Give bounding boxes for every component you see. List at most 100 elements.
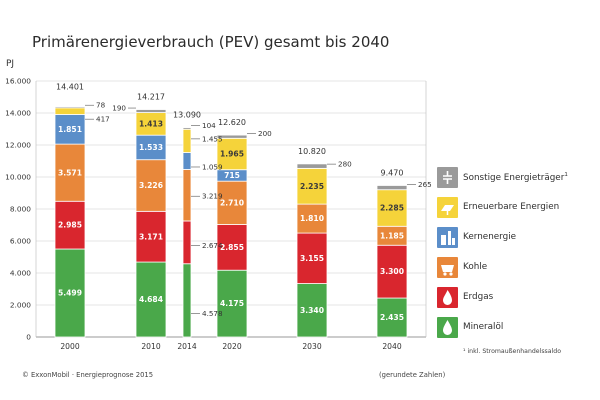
data-label: 1.965 bbox=[220, 150, 244, 159]
total-label: 10.820 bbox=[298, 147, 326, 156]
legend-label: Mineralöl bbox=[463, 322, 504, 332]
bar-segment bbox=[54, 248, 86, 338]
outside-label: 280 bbox=[338, 160, 352, 169]
power-plant-icon bbox=[437, 227, 458, 248]
data-label: 715 bbox=[224, 171, 240, 180]
plug-icon bbox=[437, 167, 458, 188]
data-label: 3.571 bbox=[58, 168, 82, 177]
y-tick-label: 6.000 bbox=[10, 237, 31, 246]
bar-segment bbox=[376, 297, 408, 338]
data-label: 2.285 bbox=[380, 204, 404, 213]
x-tick-label: 2040 bbox=[382, 342, 401, 351]
legend-item-erdgas: Erdgas bbox=[437, 287, 600, 309]
x-tick-label: 2020 bbox=[222, 342, 241, 351]
outside-label: 1.455 bbox=[202, 134, 223, 143]
chart-title: Primärenergieverbrauch (PEV) gesamt bis … bbox=[32, 33, 390, 51]
bar-segment bbox=[182, 263, 192, 338]
y-tick-label: 12.000 bbox=[5, 141, 31, 150]
outside-label: 200 bbox=[258, 129, 272, 138]
outside-label: 3.219 bbox=[202, 192, 223, 201]
bar-segment bbox=[216, 269, 248, 338]
y-tick-label: 0 bbox=[26, 333, 31, 342]
legend-item-erneuerbare: Erneuerbare Energien bbox=[437, 197, 600, 219]
bar-segment bbox=[182, 128, 192, 153]
y-tick-label: 10.000 bbox=[5, 173, 31, 182]
bar-segment bbox=[376, 185, 408, 191]
bar-segment bbox=[135, 109, 167, 113]
y-axis-unit: PJ bbox=[6, 59, 15, 69]
data-label: 5.499 bbox=[58, 289, 82, 298]
y-tick-label: 14.000 bbox=[5, 109, 31, 118]
data-label: 3.155 bbox=[300, 254, 324, 263]
y-tick-label: 8.000 bbox=[10, 205, 31, 214]
data-label: 2.235 bbox=[300, 182, 324, 191]
copyright-note: © ExxonMobil · Energieprognose 2015 bbox=[22, 371, 154, 379]
bar-segment bbox=[135, 159, 167, 212]
data-label: 3.171 bbox=[139, 232, 163, 241]
data-label: 2.855 bbox=[220, 243, 244, 252]
outside-label: 265 bbox=[418, 180, 432, 189]
bar-segment bbox=[182, 152, 192, 170]
legend-label: Erneuerbare Energien bbox=[463, 202, 560, 212]
x-tick-label: 2000 bbox=[60, 342, 79, 351]
legend-item-mineraloel: Mineralöl bbox=[437, 317, 600, 339]
outside-label: 78 bbox=[96, 101, 106, 110]
bar-segment bbox=[182, 127, 192, 130]
legend-label: Erdgas bbox=[463, 292, 494, 302]
coal-cart-icon bbox=[437, 257, 458, 278]
outside-label: 104 bbox=[202, 121, 216, 130]
legend-item-kohle: Kohle bbox=[437, 257, 600, 279]
outside-label: 1.059 bbox=[202, 162, 223, 171]
y-tick-label: 4.000 bbox=[10, 269, 31, 278]
outside-label: 190 bbox=[112, 104, 126, 113]
oil-drop-icon bbox=[437, 317, 458, 338]
bar-segment bbox=[376, 189, 408, 227]
data-label: 3.340 bbox=[300, 306, 324, 315]
data-label: 1.810 bbox=[300, 214, 324, 223]
outside-label: 417 bbox=[96, 115, 110, 124]
outside-label: 2.674 bbox=[202, 241, 223, 250]
data-label: 4.684 bbox=[139, 295, 163, 304]
y-tick-label: 16.000 bbox=[5, 77, 31, 86]
footnote: ¹ inkl. Stromaußenhandelssaldo bbox=[463, 348, 561, 355]
x-tick-label: 2010 bbox=[141, 342, 160, 351]
bar-segment bbox=[54, 143, 86, 202]
data-label: 3.300 bbox=[380, 267, 404, 276]
rounding-note: (gerundete Zahlen) bbox=[379, 371, 446, 379]
bar-segment bbox=[135, 261, 167, 338]
data-label: 1.851 bbox=[58, 125, 82, 134]
total-label: 9.470 bbox=[381, 168, 404, 177]
bar-segment bbox=[182, 169, 192, 222]
flame-icon bbox=[437, 287, 458, 308]
data-label: 4.175 bbox=[220, 299, 244, 308]
bar-segment bbox=[54, 200, 86, 250]
bar-segment bbox=[296, 232, 328, 284]
outside-label: 4.578 bbox=[202, 309, 223, 318]
bar-segment bbox=[54, 114, 86, 145]
legend-item-kern: Kernenergie bbox=[437, 227, 600, 249]
data-label: 1.185 bbox=[380, 231, 404, 240]
bar-segment bbox=[182, 220, 192, 265]
data-label: 3.226 bbox=[139, 181, 163, 190]
y-tick-label: 2.000 bbox=[10, 301, 31, 310]
total-label: 13.090 bbox=[173, 111, 201, 120]
legend-label: Kernenergie bbox=[463, 232, 517, 242]
bar-segment bbox=[216, 180, 248, 225]
solar-panel-icon bbox=[437, 197, 458, 218]
x-tick-label: 2014 bbox=[177, 342, 196, 351]
total-label: 14.401 bbox=[56, 83, 84, 92]
total-label: 14.217 bbox=[137, 93, 165, 102]
legend-label: Kohle bbox=[463, 262, 488, 272]
x-tick-label: 2030 bbox=[302, 342, 321, 351]
bar-segment bbox=[376, 244, 408, 299]
bar-segment bbox=[135, 134, 167, 161]
bar-segment bbox=[216, 134, 248, 139]
bar-segment bbox=[54, 107, 86, 115]
total-label: 12.620 bbox=[218, 118, 246, 127]
data-label: 1.413 bbox=[139, 119, 163, 128]
data-label: 2.710 bbox=[220, 198, 244, 207]
data-label: 1.533 bbox=[139, 143, 163, 152]
bar-segment bbox=[296, 163, 328, 169]
